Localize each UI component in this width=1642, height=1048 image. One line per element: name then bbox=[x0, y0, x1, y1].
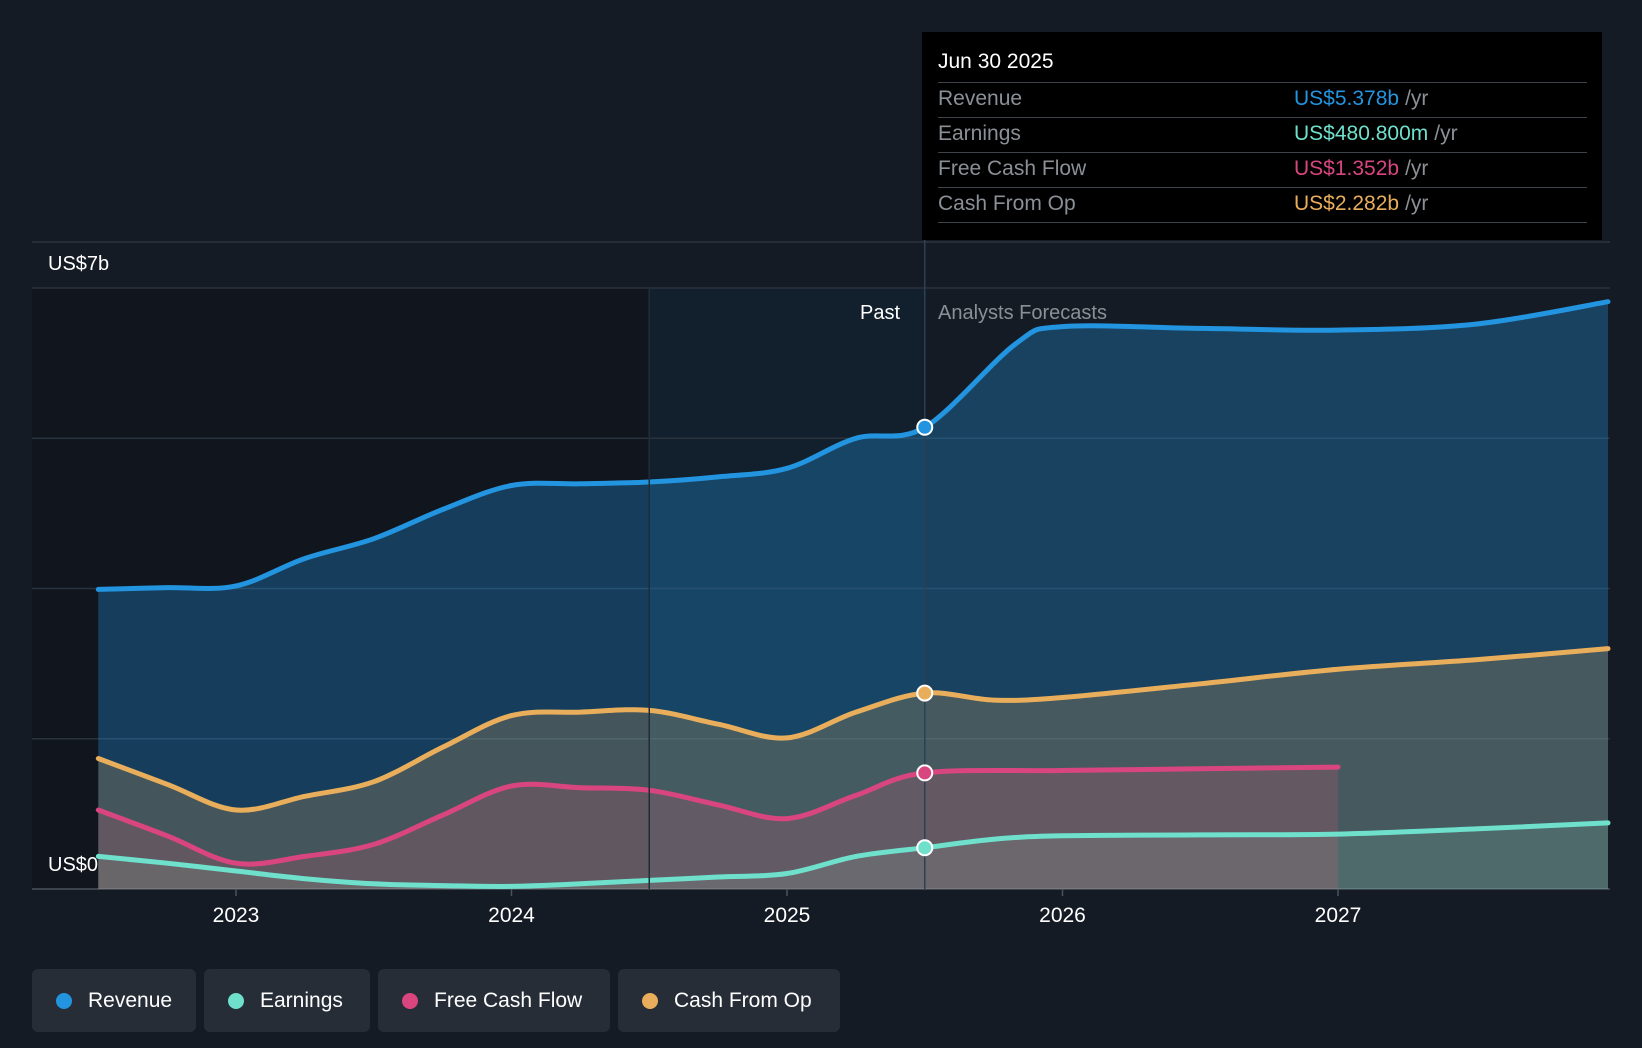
revenue-dot-icon bbox=[56, 992, 72, 1009]
free-cash-flow-area bbox=[98, 767, 1338, 889]
cash-from-op-marker[interactable] bbox=[916, 684, 934, 702]
legend-label: Earnings bbox=[260, 988, 343, 1012]
tooltip-unit: /yr bbox=[1405, 157, 1429, 180]
tooltip-label: Earnings bbox=[938, 122, 1021, 145]
series-markers bbox=[916, 418, 934, 857]
series-areas bbox=[98, 301, 1608, 889]
y-axis-bottom-label: US$0 bbox=[48, 854, 99, 876]
legend-label: Free Cash Flow bbox=[434, 988, 583, 1012]
tooltip-label: Cash From Op bbox=[938, 192, 1076, 215]
tooltip-unit: /yr bbox=[1405, 192, 1429, 215]
past-label: Past bbox=[860, 302, 901, 324]
revenue-marker[interactable] bbox=[916, 418, 934, 436]
tooltip-unit: /yr bbox=[1434, 122, 1458, 145]
tooltip-value: US$480.800m bbox=[1294, 122, 1429, 145]
revenue-line bbox=[95, 299, 1611, 592]
legend-label: Revenue bbox=[88, 988, 173, 1012]
x-tick-label: 2025 bbox=[764, 904, 811, 927]
cash-from-op-line bbox=[95, 646, 1611, 813]
x-tick-label: 2024 bbox=[488, 904, 535, 927]
x-axis-ticks: 2023 2024 2025 2026 2027 bbox=[213, 889, 1362, 927]
tooltip-value: US$2.282b bbox=[1294, 192, 1400, 215]
tooltip-date: Jun 30 2025 bbox=[938, 50, 1054, 73]
cash-from-op-area bbox=[98, 648, 1608, 889]
tooltip-row-cash-from-op: Cash From Op US$2.282b/yr bbox=[938, 187, 1587, 223]
legend-label: Cash From Op bbox=[674, 988, 812, 1012]
free-cash-flow-marker[interactable] bbox=[916, 764, 934, 782]
earnings-line bbox=[95, 820, 1611, 889]
tooltip-label: Free Cash Flow bbox=[938, 157, 1087, 180]
legend-item-revenue[interactable]: Revenue bbox=[32, 969, 196, 1032]
x-tick-label: 2027 bbox=[1315, 904, 1362, 927]
x-tick-label: 2026 bbox=[1039, 904, 1086, 927]
forecast-label: Analysts Forecasts bbox=[938, 302, 1107, 324]
earnings-area bbox=[98, 822, 1608, 889]
cash-from-op-dot-icon bbox=[642, 992, 658, 1009]
earnings-marker[interactable] bbox=[916, 839, 934, 857]
tooltip-label: Revenue bbox=[938, 87, 1023, 110]
legend-item-free-cash-flow[interactable]: Free Cash Flow bbox=[378, 969, 610, 1032]
legend-item-earnings[interactable]: Earnings bbox=[204, 969, 370, 1032]
revenue-area bbox=[98, 301, 1608, 889]
gridlines bbox=[32, 241, 1610, 890]
free-cash-flow-dot-icon bbox=[402, 992, 418, 1009]
tooltip-value: US$5.378b bbox=[1294, 87, 1400, 110]
tooltip-panel: Jun 30 2025 Revenue US$5.378b/yr Earning… bbox=[922, 32, 1602, 240]
tooltip-unit: /yr bbox=[1405, 87, 1429, 110]
y-axis-top-label: US$7b bbox=[48, 253, 110, 275]
earnings-dot-icon bbox=[228, 992, 244, 1009]
legend-item-cash-from-op[interactable]: Cash From Op bbox=[618, 969, 840, 1032]
tooltip-value: US$1.352b bbox=[1294, 157, 1400, 180]
x-tick-label: 2023 bbox=[213, 904, 260, 927]
tooltip-row-revenue: Revenue US$5.378b/yr bbox=[938, 82, 1587, 117]
tooltip-row-earnings: Earnings US$480.800m/yr bbox=[938, 117, 1587, 152]
tooltip-row-free-cash-flow: Free Cash Flow US$1.352b/yr bbox=[938, 152, 1587, 187]
